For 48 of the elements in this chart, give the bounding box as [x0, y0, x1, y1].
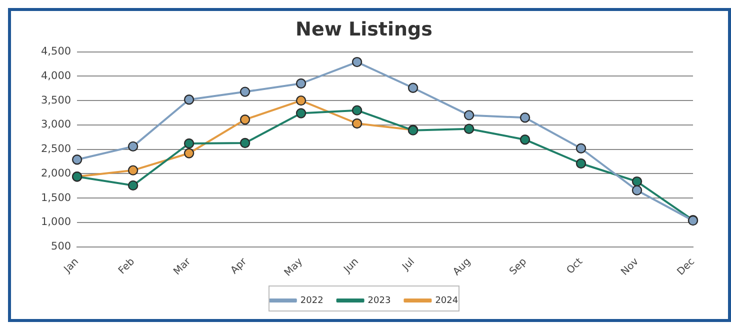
point: [240, 138, 250, 148]
point: [128, 141, 138, 152]
x-tick-label: Oct: [564, 256, 586, 276]
point: [184, 94, 194, 105]
point: [240, 114, 250, 125]
x-tick-label: Mar: [172, 256, 194, 278]
point: [352, 56, 362, 68]
point: [632, 176, 642, 187]
point: [240, 86, 250, 97]
point: [352, 118, 362, 129]
x-tick-label: Jan: [62, 256, 82, 276]
x-tick-label: Feb: [116, 256, 138, 277]
y-tick-label: 3,000: [40, 118, 72, 131]
point: [184, 148, 194, 158]
point: [408, 82, 418, 93]
x-tick-label: Jul: [400, 256, 417, 274]
y-tick-label: 3,500: [40, 94, 72, 106]
y-tick-label: 4,000: [40, 70, 72, 82]
chart-title: New Listings: [296, 18, 432, 40]
x-tick-label: Sep: [508, 256, 529, 278]
point: [128, 180, 138, 191]
legend-label: 2023: [368, 296, 391, 306]
point: [520, 134, 530, 145]
point: [632, 185, 642, 196]
y-tick-label: 1,500: [40, 192, 72, 204]
point: [576, 158, 586, 169]
point: [72, 154, 82, 165]
x-tick-label: Jun: [341, 256, 361, 276]
legend-label: 2022: [300, 296, 324, 306]
point: [184, 138, 194, 149]
point: [296, 108, 306, 118]
x-tick-label: Dec: [675, 256, 697, 278]
y-tick-label: 1,000: [40, 216, 72, 228]
y-tick-label: 2,500: [40, 143, 72, 156]
y-tick-label: 500: [51, 240, 72, 253]
point: [576, 143, 586, 154]
x-tick-label: Nov: [619, 256, 642, 278]
point: [520, 112, 530, 123]
legend-label: 2024: [435, 296, 458, 306]
y-tick-label: 2,000: [40, 167, 72, 180]
y-tick-label: 4,500: [40, 46, 72, 58]
point: [352, 105, 362, 116]
point: [296, 78, 306, 89]
point: [128, 165, 138, 176]
point: [464, 124, 474, 134]
point: [296, 95, 306, 106]
point: [464, 110, 474, 120]
x-tick-label: Apr: [228, 256, 250, 276]
